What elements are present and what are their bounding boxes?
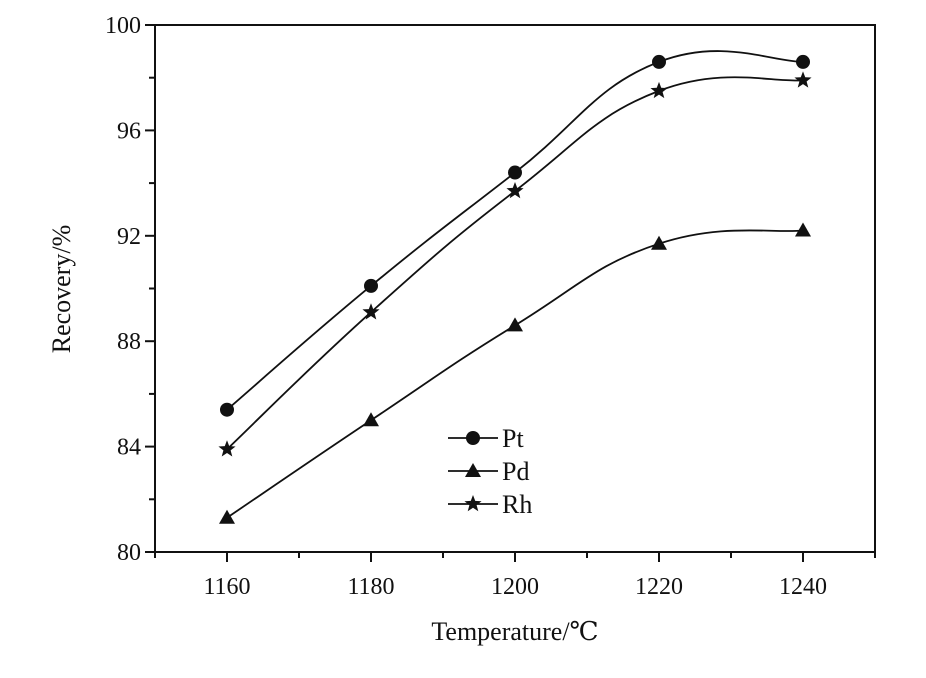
- legend-marker-rh: [464, 495, 482, 512]
- legend-marker-pd: [465, 463, 481, 477]
- y-tick-label: 88: [117, 329, 141, 355]
- data-point-pd: [363, 412, 379, 427]
- data-point-rh: [218, 440, 236, 457]
- data-point-pt: [796, 54, 810, 69]
- data-point-pt: [652, 54, 666, 69]
- legend-label-pd: Pd: [502, 457, 529, 486]
- data-point-pd: [507, 317, 523, 332]
- series-layer: [218, 50, 812, 524]
- y-tick-label: 92: [117, 224, 141, 250]
- legend-marker-pt: [466, 431, 480, 445]
- legend-label-pt: Pt: [502, 424, 524, 453]
- x-axis-ticks: 1160 1180 1200 1220 1240: [154, 552, 876, 600]
- y-tick-label: 80: [117, 540, 141, 566]
- series-line-rh: [226, 76, 804, 450]
- data-point-rh: [650, 81, 668, 99]
- x-tick-label: 1180: [347, 574, 394, 600]
- legend: Pt Pd Rh: [448, 424, 532, 519]
- x-tick-label: 1200: [491, 574, 539, 600]
- data-point-rh: [794, 71, 812, 88]
- data-point-pt: [364, 278, 378, 293]
- data-point-rh: [362, 303, 380, 320]
- legend-item-pd: Pd: [448, 457, 529, 486]
- y-tick-label: 100: [105, 13, 141, 39]
- legend-label-rh: Rh: [502, 490, 532, 519]
- legend-item-rh: Rh: [448, 490, 532, 519]
- y-tick-label: 84: [117, 435, 141, 461]
- series-line-pt: [226, 50, 804, 411]
- y-axis-ticks: 80 84 88 92 96 100: [105, 13, 155, 566]
- data-point-pt: [508, 165, 522, 180]
- x-tick-label: 1240: [779, 574, 827, 600]
- legend-item-pt: Pt: [448, 424, 524, 453]
- x-tick-label: 1160: [203, 574, 250, 600]
- data-point-pd: [219, 509, 235, 524]
- data-point-pd: [651, 235, 667, 250]
- x-tick-label: 1220: [635, 574, 683, 600]
- series-pd: [219, 222, 811, 524]
- data-point-pd: [795, 222, 811, 237]
- data-point-pt: [220, 402, 234, 417]
- x-axis-title: Temperature/℃: [431, 617, 598, 646]
- series-rh: [218, 71, 812, 457]
- series-pt: [220, 50, 810, 417]
- y-axis-title: Recovery/%: [47, 225, 76, 354]
- y-tick-label: 96: [117, 118, 141, 144]
- data-point-rh: [506, 182, 524, 199]
